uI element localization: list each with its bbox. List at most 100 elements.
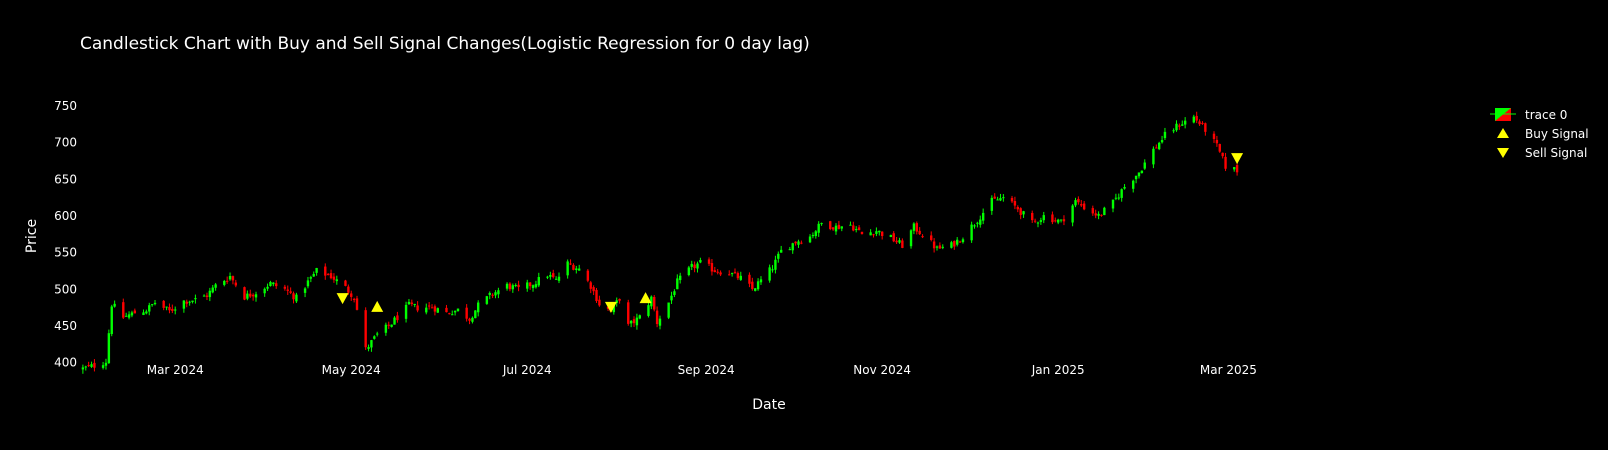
candle-body xyxy=(364,310,367,348)
legend-item-sell[interactable]: Sell Signal xyxy=(1497,146,1587,160)
x-axis-title: Date xyxy=(752,397,785,413)
candle-body xyxy=(1051,214,1054,223)
candle-body xyxy=(577,268,581,271)
candle-body xyxy=(165,306,168,308)
candle-body xyxy=(814,231,818,237)
candle-body xyxy=(81,367,85,370)
candle-body xyxy=(777,253,780,259)
candle-body xyxy=(1036,222,1040,224)
candle-body xyxy=(794,241,797,244)
candle-body xyxy=(468,318,471,321)
candle-body xyxy=(122,302,125,318)
candle-body xyxy=(889,234,893,238)
candle-body xyxy=(303,288,307,293)
candle-body xyxy=(376,333,379,335)
candle-body xyxy=(857,227,861,231)
candle-body xyxy=(162,300,165,308)
candle-body xyxy=(840,226,843,229)
candle-body xyxy=(569,263,572,265)
y-tick-label: 400 xyxy=(54,356,77,370)
candle-body xyxy=(292,293,295,300)
candle-body xyxy=(690,263,693,267)
candle-body xyxy=(1175,123,1178,131)
buy-signal-marker[interactable] xyxy=(639,292,652,304)
x-tick-label: Mar 2024 xyxy=(147,363,204,377)
candle-body xyxy=(970,224,973,241)
candle-body xyxy=(491,294,494,296)
candle-body xyxy=(1097,213,1100,216)
x-axis-ticks: Mar 2024 May 2024 Jul 2024 Sep 2024 Nov 2024… xyxy=(147,363,1257,377)
sell-signal-marker[interactable] xyxy=(1231,153,1244,165)
candle-body xyxy=(350,293,353,297)
y-tick-label: 550 xyxy=(54,246,77,260)
candle-body xyxy=(730,273,734,275)
candle-body xyxy=(546,276,549,278)
legend-buy-triangle-icon xyxy=(1497,128,1509,138)
candle-body xyxy=(869,232,872,236)
sell-signal-marker[interactable] xyxy=(336,293,349,305)
candle-body xyxy=(309,277,313,279)
candle-body xyxy=(243,287,246,300)
sell-signal-marker[interactable] xyxy=(604,301,617,313)
candle-body xyxy=(1204,123,1207,132)
candle-body xyxy=(451,314,454,316)
candle-body xyxy=(485,296,489,304)
legend-item-buy[interactable]: Buy Signal xyxy=(1497,127,1589,141)
candle-body xyxy=(557,276,561,281)
candle-body xyxy=(1080,204,1083,206)
x-tick-label: May 2024 xyxy=(322,363,381,377)
legend-label-sell: Sell Signal xyxy=(1525,146,1587,160)
candle-body xyxy=(606,306,610,309)
candle-body xyxy=(1134,175,1138,180)
candle-body xyxy=(101,365,105,368)
candle-body xyxy=(312,273,315,277)
legend[interactable]: trace 0 Buy Signal Sell Signal xyxy=(1490,108,1589,160)
candle-body xyxy=(932,241,936,249)
candle-body xyxy=(471,317,474,322)
candle-body xyxy=(182,300,186,309)
candle-body xyxy=(872,234,875,236)
candle-body xyxy=(834,225,838,232)
candle-body xyxy=(494,292,497,296)
buy-signal-marker[interactable] xyxy=(371,300,384,312)
candle-body xyxy=(552,273,555,278)
y-tick-label: 450 xyxy=(54,319,77,333)
candle-body xyxy=(973,225,976,227)
candle-body xyxy=(756,281,760,290)
candle-body xyxy=(713,270,717,273)
candle-body xyxy=(427,305,431,307)
legend-item-trace[interactable]: trace 0 xyxy=(1490,108,1567,122)
candle-body xyxy=(508,283,512,290)
candle-body xyxy=(696,263,699,269)
candle-body xyxy=(1183,120,1187,125)
candle-body xyxy=(168,307,171,311)
candle-body xyxy=(996,199,999,201)
candle-body xyxy=(352,298,356,300)
candle-body xyxy=(687,267,691,276)
candle-body xyxy=(1100,214,1103,216)
candle-body xyxy=(1094,213,1097,216)
candle-body xyxy=(976,222,979,224)
candle-body xyxy=(1172,130,1175,132)
candle-body xyxy=(1132,180,1135,189)
candles xyxy=(81,111,1239,374)
candle-body xyxy=(148,305,151,312)
y-tick-label: 500 xyxy=(54,282,77,296)
candle-body xyxy=(797,241,800,245)
candle-body xyxy=(1056,219,1060,223)
candle-body xyxy=(430,307,434,309)
candle-body xyxy=(719,272,722,275)
candle-body xyxy=(93,362,96,368)
candle-body xyxy=(465,307,468,319)
candle-body xyxy=(436,308,440,313)
candle-body xyxy=(1120,189,1123,198)
candle-body xyxy=(855,229,858,231)
candle-body xyxy=(549,275,552,277)
candle-body xyxy=(572,264,575,270)
candle-body xyxy=(174,309,177,311)
candle-body xyxy=(829,221,832,229)
candle-body xyxy=(84,366,87,368)
candle-body xyxy=(632,319,636,324)
candle-body xyxy=(275,283,278,287)
legend-label-trace: trace 0 xyxy=(1525,108,1567,122)
